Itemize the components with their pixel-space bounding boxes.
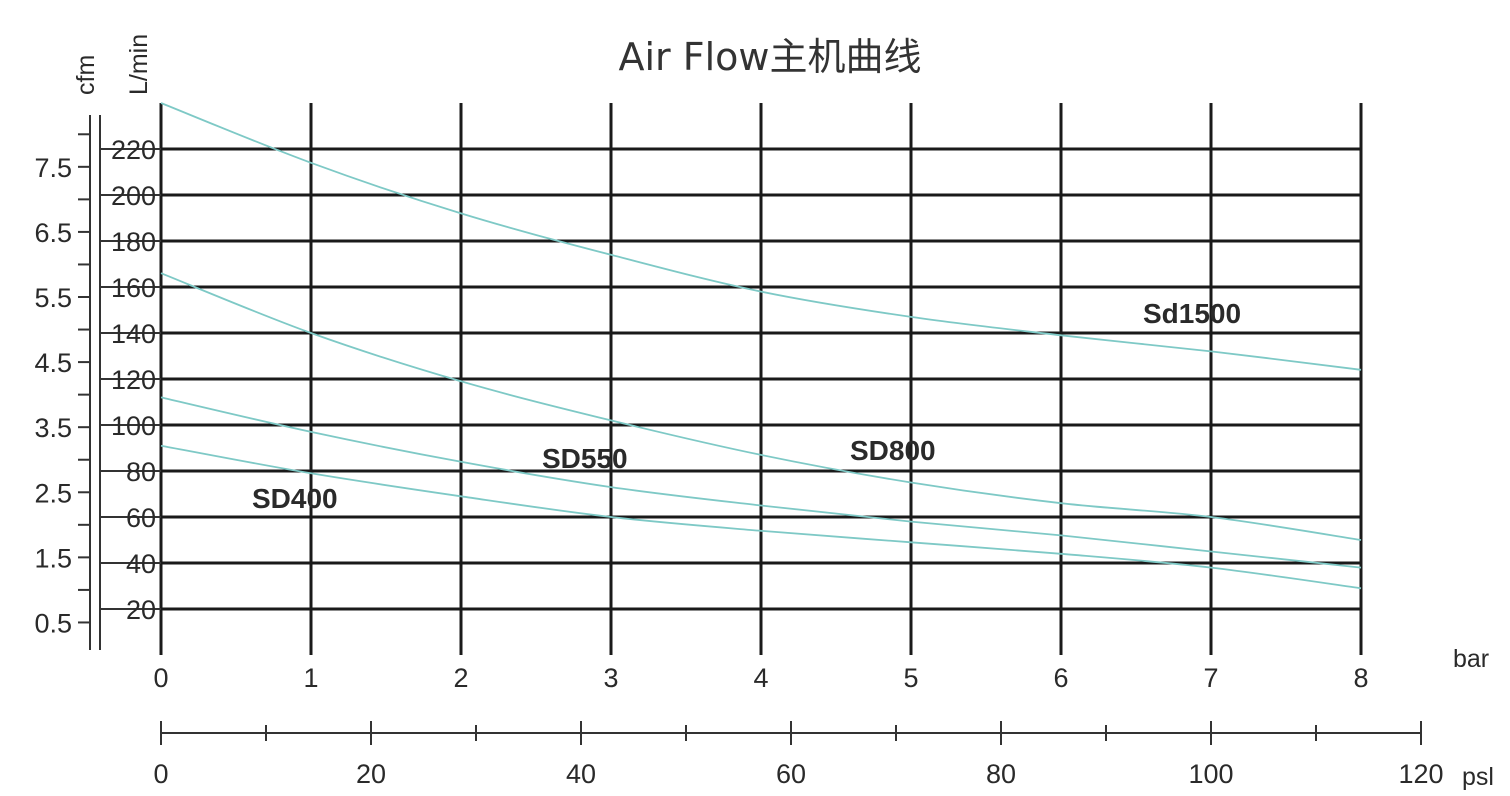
y2-tick-label: 0.5: [34, 608, 72, 638]
series-line-sd550: [160, 396, 1362, 569]
x-tick-label: 1: [303, 663, 318, 693]
x2-tick-label: 0: [153, 759, 168, 789]
series-labels: Sd1500 SD800 SD550 SD400: [252, 298, 1241, 514]
x-tick-label: 8: [1353, 663, 1368, 693]
y2-axis-unit-label: cfm: [72, 55, 100, 95]
x2-tick-label: 100: [1188, 759, 1233, 789]
x2-tick-label: 40: [566, 759, 596, 789]
series-label-sd1500: Sd1500: [1143, 298, 1241, 329]
series-line-sd400: [160, 444, 1362, 590]
x-tick-label: 2: [453, 663, 468, 693]
y2-tick-label: 3.5: [34, 413, 72, 443]
x2-tick-label: 20: [356, 759, 386, 789]
y-tick-label: 160: [111, 273, 156, 303]
y-tick-label: 40: [126, 549, 156, 579]
chart-title: Air Flow主机曲线: [619, 35, 922, 79]
y-tick-label: 200: [111, 181, 156, 211]
series-label-sd400: SD400: [252, 483, 338, 514]
y2-tick-label: 6.5: [34, 218, 72, 248]
series-curves: [160, 102, 1362, 590]
y2-tick-label: 7.5: [34, 153, 72, 183]
y-tick-label: 220: [111, 135, 156, 165]
y-axis-unit-label: L/min: [125, 34, 153, 95]
x2-tick-label: 60: [776, 759, 806, 789]
y2-tick-label: 4.5: [34, 348, 72, 378]
x-tick-label: 0: [153, 663, 168, 693]
series-line-sd800: [160, 272, 1362, 541]
series-line-sd1500: [160, 102, 1362, 371]
x-tick-label: 5: [903, 663, 918, 693]
x-tick-label: 7: [1203, 663, 1218, 693]
y-tick-label: 20: [126, 595, 156, 625]
y-tick-label: 140: [111, 319, 156, 349]
y2-tick-label: 2.5: [34, 478, 72, 508]
x-tick-label: 4: [753, 663, 768, 693]
x2-tick-label: 120: [1398, 759, 1443, 789]
series-label-sd550: SD550: [542, 443, 628, 474]
x2-axis-unit-label: psl: [1462, 763, 1494, 791]
grid: [159, 103, 1363, 655]
y-tick-label: 60: [126, 503, 156, 533]
y2-tick-label: 1.5: [34, 543, 72, 573]
series-label-sd800: SD800: [850, 435, 936, 466]
y-tick-label: 120: [111, 365, 156, 395]
x-tick-label: 6: [1053, 663, 1068, 693]
x2-tick-label: 80: [986, 759, 1016, 789]
y-tick-label: 80: [126, 457, 156, 487]
y-tick-label: 100: [111, 411, 156, 441]
y-tick-label: 180: [111, 227, 156, 257]
axes: 0 1 2 3 4 5 6 7 8204060801001201401601802002200.…: [34, 115, 1444, 789]
x-tick-label: 3: [603, 663, 618, 693]
x-axis-unit-label: bar: [1453, 645, 1489, 673]
y2-tick-label: 5.5: [34, 283, 72, 313]
